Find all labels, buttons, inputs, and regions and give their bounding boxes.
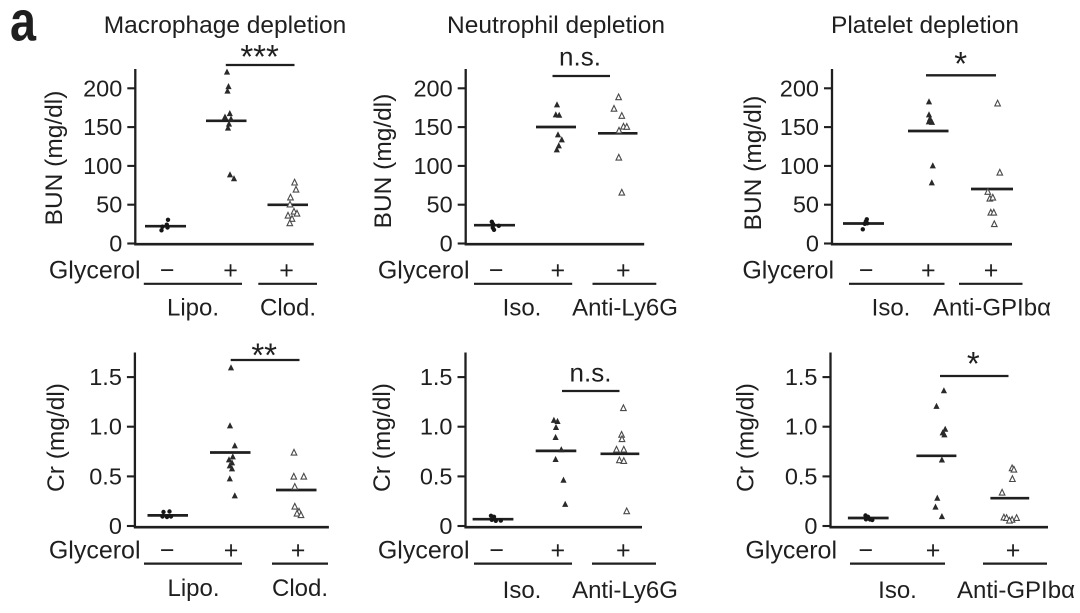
svg-text:Glycerol: Glycerol	[378, 537, 470, 565]
svg-text:0.5: 0.5	[89, 463, 122, 489]
svg-text:100: 100	[780, 153, 819, 179]
svg-text:n.s.: n.s.	[570, 358, 612, 388]
svg-text:Glycerol: Glycerol	[49, 537, 141, 565]
svg-text:Neutrophil depletion: Neutrophil depletion	[447, 12, 665, 39]
svg-text:1.5: 1.5	[420, 364, 453, 390]
svg-text:Lipo.: Lipo.	[167, 575, 219, 602]
svg-text:150: 150	[780, 114, 819, 140]
svg-text:Platelet depletion: Platelet depletion	[831, 12, 1019, 39]
svg-text:50: 50	[96, 192, 122, 218]
svg-text:BUN (mg/dl): BUN (mg/dl)	[740, 96, 767, 231]
svg-text:Iso.: Iso.	[503, 295, 542, 322]
svg-text:50: 50	[427, 192, 453, 218]
svg-text:0: 0	[439, 513, 452, 539]
svg-text:+: +	[921, 256, 936, 284]
svg-text:+: +	[223, 256, 238, 284]
svg-text:Clod.: Clod.	[272, 575, 328, 602]
svg-text:−: −	[489, 537, 504, 565]
svg-text:100: 100	[83, 153, 122, 179]
svg-text:Glycerol: Glycerol	[378, 256, 470, 284]
svg-text:200: 200	[413, 75, 452, 101]
svg-text:Iso.: Iso.	[872, 295, 911, 322]
svg-text:0.5: 0.5	[420, 463, 453, 489]
svg-text:0: 0	[109, 513, 122, 539]
svg-text:+: +	[291, 537, 306, 565]
svg-text:+: +	[1006, 537, 1021, 565]
svg-text:Anti-Ly6G: Anti-Ly6G	[572, 577, 678, 604]
svg-text:100: 100	[413, 153, 452, 179]
svg-text:Cr (mg/dl): Cr (mg/dl)	[369, 383, 396, 492]
svg-text:Glycerol: Glycerol	[49, 256, 141, 284]
svg-text:a: a	[10, 0, 37, 54]
svg-text:1.0: 1.0	[420, 414, 453, 440]
svg-text:−: −	[160, 537, 175, 565]
svg-text:Clod.: Clod.	[260, 295, 316, 322]
svg-text:n.s.: n.s.	[559, 42, 601, 72]
svg-text:+: +	[616, 537, 631, 565]
svg-text:0.5: 0.5	[785, 463, 818, 489]
svg-text:**: **	[251, 336, 277, 373]
svg-text:200: 200	[83, 75, 122, 101]
svg-text:Anti-Ly6G: Anti-Ly6G	[572, 295, 678, 322]
svg-text:+: +	[926, 537, 941, 565]
svg-text:0: 0	[804, 513, 817, 539]
svg-text:150: 150	[83, 114, 122, 140]
svg-text:Anti-GPIbα: Anti-GPIbα	[933, 295, 1051, 322]
svg-text:−: −	[489, 256, 504, 284]
svg-text:0: 0	[440, 231, 453, 257]
svg-text:0: 0	[109, 231, 122, 257]
svg-text:Glycerol: Glycerol	[742, 256, 834, 284]
svg-text:BUN (mg/dl): BUN (mg/dl)	[370, 94, 397, 229]
svg-text:1.5: 1.5	[89, 364, 122, 390]
svg-text:−: −	[160, 256, 175, 284]
svg-text:1.0: 1.0	[89, 414, 122, 440]
svg-text:Iso.: Iso.	[503, 577, 542, 604]
svg-text:+: +	[279, 256, 294, 284]
svg-text:Lipo.: Lipo.	[167, 295, 219, 322]
svg-text:Cr (mg/dl): Cr (mg/dl)	[43, 383, 70, 492]
svg-text:+: +	[224, 537, 239, 565]
svg-text:Glycerol: Glycerol	[745, 537, 837, 565]
svg-text:150: 150	[413, 114, 452, 140]
svg-text:+: +	[984, 256, 999, 284]
svg-text:−: −	[859, 256, 874, 284]
svg-text:+: +	[616, 256, 631, 284]
svg-text:Iso.: Iso.	[878, 577, 917, 604]
svg-text:*: *	[967, 345, 980, 382]
svg-text:***: ***	[240, 38, 279, 75]
svg-text:−: −	[858, 537, 873, 565]
svg-text:*: *	[954, 45, 967, 82]
svg-text:50: 50	[793, 192, 819, 218]
svg-text:+: +	[550, 537, 565, 565]
svg-text:Cr (mg/dl): Cr (mg/dl)	[733, 383, 760, 492]
svg-text:Anti-GPIbα: Anti-GPIbα	[957, 577, 1075, 604]
svg-text:200: 200	[780, 75, 819, 101]
svg-text:1.0: 1.0	[785, 414, 818, 440]
svg-text:BUN (mg/dl): BUN (mg/dl)	[41, 91, 68, 226]
svg-text:+: +	[550, 256, 565, 284]
svg-text:Macrophage depletion: Macrophage depletion	[104, 12, 346, 39]
svg-text:0: 0	[806, 231, 819, 257]
svg-text:1.5: 1.5	[785, 364, 818, 390]
